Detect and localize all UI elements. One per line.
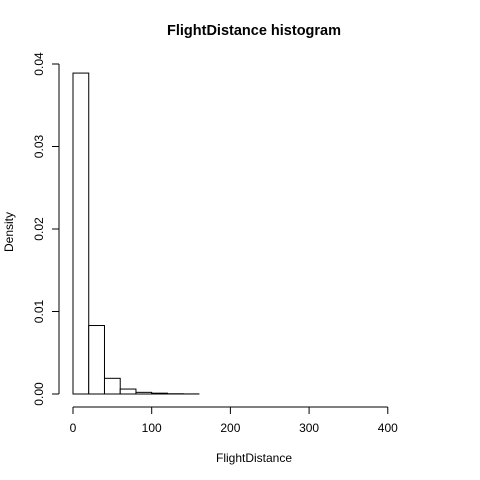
y-tick-label: 0.04 (32, 52, 46, 76)
x-tick-label: 100 (142, 421, 162, 435)
chart-title: FlightDistance histogram (167, 23, 341, 39)
y-axis-label: Density (2, 212, 16, 252)
bars-group (72, 72, 200, 395)
y-axis: 0.00 0.01 0.02 0.03 0.04 (32, 52, 60, 406)
x-axis-label: FlightDistance (216, 451, 292, 465)
x-tick-label: 300 (299, 421, 319, 435)
histogram-bar (103, 377, 121, 395)
histogram-bar (135, 391, 153, 395)
histogram-bar (151, 392, 168, 395)
x-tick-label: 400 (378, 421, 398, 435)
x-tick-label: 200 (220, 421, 240, 435)
x-axis: 0 100 200 300 400 (70, 406, 398, 435)
y-tick-label: 0.03 (32, 134, 46, 158)
histogram-bar (119, 388, 137, 395)
histogram-bar (88, 325, 105, 395)
histogram-bar (72, 72, 90, 395)
y-tick-label: 0.00 (32, 382, 46, 406)
y-tick-label: 0.01 (32, 299, 46, 323)
x-tick-label: 0 (70, 421, 77, 435)
y-tick-label: 0.02 (32, 217, 46, 241)
